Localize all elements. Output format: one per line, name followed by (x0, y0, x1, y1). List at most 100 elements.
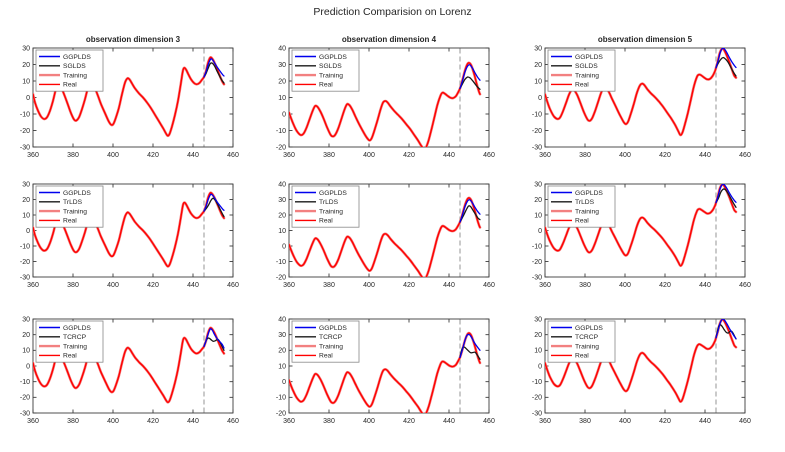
x-tick-label: 400 (107, 282, 119, 289)
x-tick-label: 420 (659, 418, 671, 425)
y-tick-label: -30 (20, 274, 30, 281)
y-tick-label: 20 (22, 332, 30, 339)
legend: GGPLDS SGLDS Training Real (291, 49, 360, 92)
y-tick-label: -10 (20, 111, 30, 118)
y-tick-label: -20 (20, 395, 30, 402)
y-tick-label: 30 (22, 45, 30, 52)
y-tick-label: 0 (538, 95, 542, 102)
x-tick-label: 400 (619, 418, 631, 425)
legend-label: TrLDS (319, 199, 339, 206)
legend-label: Real (575, 218, 589, 225)
x-tick-label: 420 (147, 282, 159, 289)
y-tick-label: -10 (532, 379, 542, 386)
subplot-title: observation dimension 4 (342, 35, 437, 44)
tick-labels: 360 380 400 420 440 460 -20 -10 0 10 20 30 40 (276, 181, 495, 289)
series-ggplds-line (459, 64, 481, 90)
x-tick-label: 440 (699, 152, 711, 159)
x-tick-label: 420 (403, 152, 415, 159)
y-tick-label: 10 (278, 363, 286, 370)
series-sglds-line (203, 62, 225, 84)
tick-labels: 360 380 400 420 440 460 -20 -10 0 10 20 30 40 (276, 45, 495, 159)
x-tick-label: 400 (619, 282, 631, 289)
x-tick-label: 460 (227, 152, 239, 159)
legend-label: TrLDS (575, 199, 595, 206)
x-tick-label: 400 (107, 152, 119, 159)
legend: GGPLDS TrLDS Training Real (35, 185, 104, 228)
x-tick-label: 440 (187, 418, 199, 425)
y-tick-label: -20 (276, 144, 286, 151)
x-tick-label: 440 (187, 282, 199, 289)
x-tick-label: 400 (363, 282, 375, 289)
series-sglds-line (459, 76, 481, 90)
y-tick-label: 20 (278, 212, 286, 219)
series-real-line (289, 197, 481, 277)
legend-label: Training (319, 208, 343, 215)
legend-label: GGPLDS (575, 325, 603, 332)
y-tick-label: 20 (22, 62, 30, 69)
y-tick-label: 40 (278, 316, 286, 323)
legend: GGPLDS TCRCP Training Real (291, 320, 360, 363)
x-tick-label: 360 (283, 418, 295, 425)
y-tick-label: -10 (20, 379, 30, 386)
legend-label: GGPLDS (319, 54, 347, 61)
series-group (545, 48, 738, 137)
subplot-r3c3: 360 380 400 420 440 460 -30 -20 -10 0 10 20 30 GGPLDS… (515, 303, 757, 431)
legend-label: GGPLDS (63, 54, 91, 61)
x-tick-label: 360 (27, 152, 39, 159)
x-tick-label: 420 (147, 152, 159, 159)
legend-label: Real (575, 353, 589, 360)
tick-labels: 360 380 400 420 440 460 -30 -20 -10 0 10 20 30 (532, 45, 751, 159)
x-tick-label: 420 (403, 418, 415, 425)
y-tick-label: -30 (532, 144, 542, 151)
x-tick-label: 380 (579, 418, 591, 425)
series-group (545, 184, 738, 268)
legend-label: TrLDS (63, 199, 83, 206)
series-ggplds-line (715, 319, 737, 340)
x-tick-label: 420 (147, 418, 159, 425)
legend-label: Real (575, 82, 589, 89)
x-tick-label: 360 (283, 152, 295, 159)
y-tick-label: -10 (532, 243, 542, 250)
series-ggplds-line (203, 58, 225, 78)
y-tick-label: -20 (276, 274, 286, 281)
x-tick-label: 360 (283, 282, 295, 289)
subplot-r1c2: 360 380 400 420 440 460 -20 -10 0 10 20 30 40 GGPLDS S… (259, 32, 501, 165)
subplot-title: observation dimension 5 (598, 35, 693, 44)
x-tick-label: 380 (67, 418, 79, 425)
y-tick-label: -30 (532, 410, 542, 417)
y-tick-label: -20 (532, 128, 542, 135)
legend: GGPLDS SGLDS Training Real (547, 49, 616, 92)
y-tick-label: 10 (278, 228, 286, 235)
x-tick-label: 460 (227, 282, 239, 289)
legend-label: GGPLDS (319, 325, 347, 332)
y-tick-label: 10 (534, 212, 542, 219)
series-group (289, 196, 482, 277)
x-tick-label: 400 (363, 152, 375, 159)
x-tick-label: 360 (539, 418, 551, 425)
subplot-r3c2: 360 380 400 420 440 460 -20 -10 0 10 20 30 40 GGPLDS T… (259, 303, 501, 431)
legend: GGPLDS TCRCP Training Real (35, 320, 104, 363)
series-trlds-line (203, 197, 225, 218)
y-tick-label: 0 (282, 243, 286, 250)
series-real-line (545, 48, 737, 136)
y-tick-label: -20 (532, 395, 542, 402)
y-tick-label: 30 (278, 197, 286, 204)
y-tick-label: -30 (532, 274, 542, 281)
y-tick-label: 20 (534, 197, 542, 204)
legend-label: TCRCP (575, 334, 599, 341)
x-tick-label: 440 (699, 418, 711, 425)
tick-marks (32, 318, 234, 414)
subplot-r2c1: 360 380 400 420 440 460 -30 -20 -10 0 10 20 30 GGPLDS… (3, 168, 245, 295)
legend-label: Training (575, 208, 599, 215)
series-trlds-line (715, 188, 737, 208)
y-tick-label: -10 (532, 111, 542, 118)
x-tick-label: 440 (443, 152, 455, 159)
legend: GGPLDS TCRCP Training Real (547, 320, 616, 363)
x-tick-label: 440 (443, 418, 455, 425)
legend-label: TCRCP (319, 334, 343, 341)
legend-label: SGLDS (319, 63, 342, 70)
y-tick-label: 10 (22, 212, 30, 219)
y-tick-label: -30 (20, 144, 30, 151)
series-real-line (545, 319, 737, 403)
y-tick-label: 20 (534, 62, 542, 69)
